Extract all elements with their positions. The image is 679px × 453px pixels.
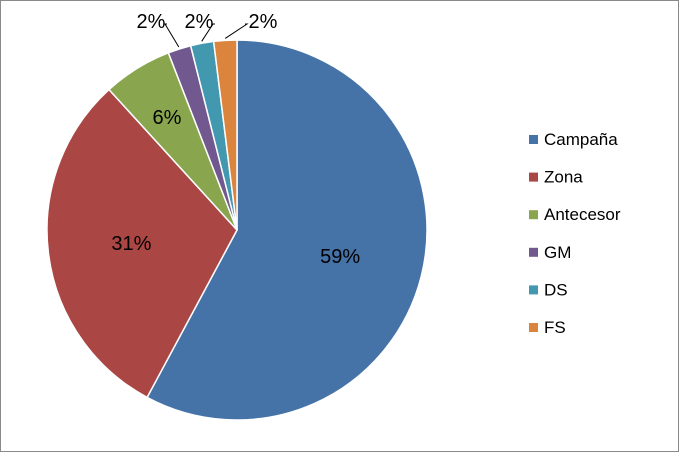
legend: Campaña Zona Antecesor GM DS FS — [529, 130, 621, 337]
slice-fs — [212, 39, 238, 231]
data-label-ds: 2% — [185, 11, 214, 33]
legend-swatch-fs — [529, 323, 538, 332]
data-label-campana: 59% — [320, 246, 360, 268]
legend-label-zona: Zona — [544, 168, 583, 187]
data-label-zona: 31% — [111, 233, 151, 255]
leader-line-gm — [164, 23, 180, 48]
legend-swatch-ds — [529, 285, 538, 295]
legend-swatch-zona — [529, 172, 538, 182]
legend-label-campana: Campaña — [544, 130, 618, 149]
legend-label-antecesor: Antecesor — [544, 205, 621, 224]
legend-swatch-antecesor — [529, 210, 538, 220]
leader-lines — [164, 23, 249, 48]
slice-campana — [146, 39, 428, 421]
legend-swatch-gm — [529, 247, 538, 257]
slice-zona — [46, 88, 238, 399]
legend-swatch-campana — [529, 135, 538, 144]
legend-label-fs: FS — [544, 318, 566, 337]
data-labels: 59% 31% 6% 2% 2% 2% — [111, 11, 360, 268]
leader-line-fs — [224, 23, 249, 39]
data-label-fs: 2% — [249, 11, 278, 33]
data-label-antecesor: 6% — [153, 107, 182, 129]
leader-line-ds — [201, 23, 215, 42]
pie-slices — [46, 39, 428, 421]
legend-label-gm: GM — [544, 243, 571, 262]
legend-label-ds: DS — [544, 280, 568, 299]
data-label-gm: 2% — [137, 11, 166, 33]
